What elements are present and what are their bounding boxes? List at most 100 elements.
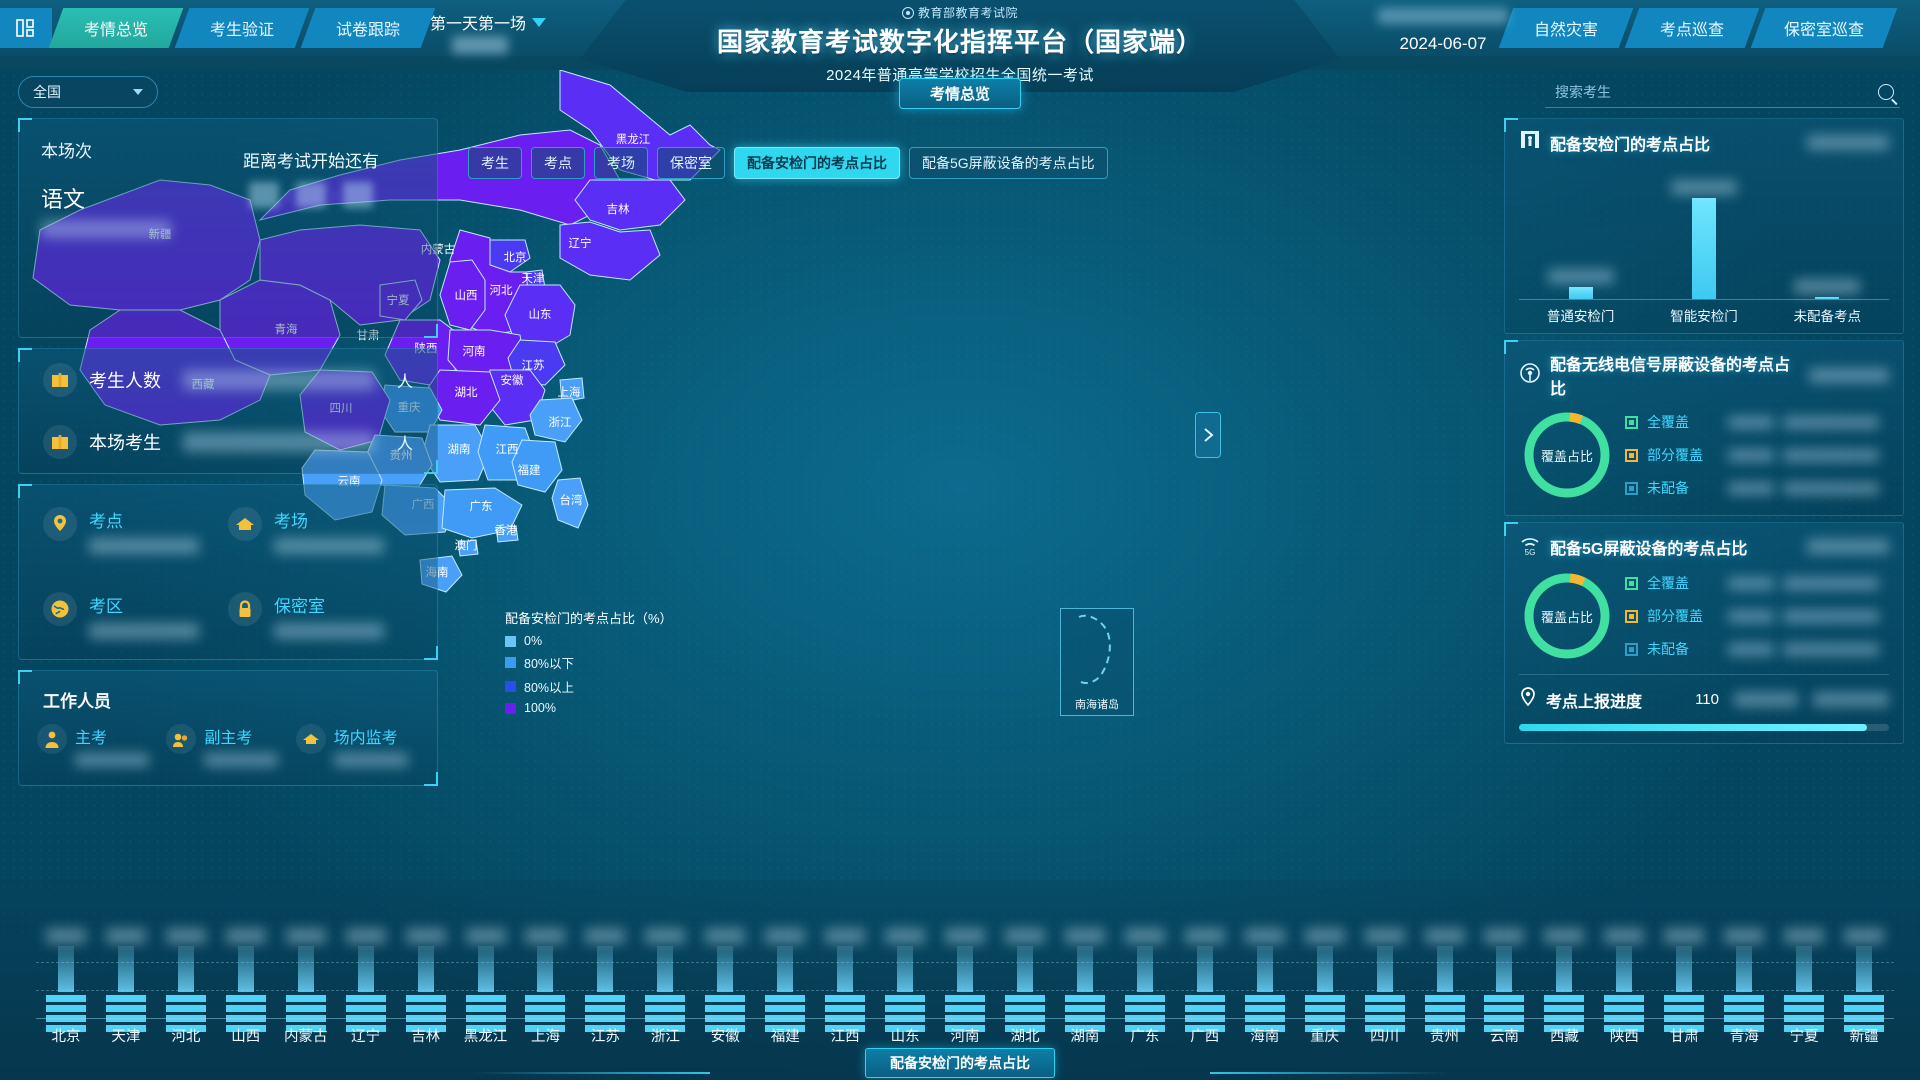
legend-swatch (505, 657, 516, 668)
facility-exam-district[interactable]: 考区 (43, 592, 228, 639)
map-province-label: 福建 (518, 463, 541, 477)
bar-segment (225, 995, 266, 1002)
map-next-arrow-button[interactable] (1195, 412, 1221, 458)
province-bar[interactable] (1355, 892, 1415, 1032)
legend-label: 80%以上 (524, 681, 575, 695)
facilities-grid: 考点 考场 考区 保密室 (19, 485, 437, 659)
shield-5g-total-redacted (1807, 539, 1889, 554)
province-bar[interactable] (1534, 892, 1594, 1032)
bar-stem (1556, 946, 1573, 992)
region-filter-select[interactable]: 全国 (18, 76, 158, 108)
staff-chief-examiner[interactable]: 主考 (37, 724, 160, 767)
facility-exam-room[interactable]: 考场 (228, 507, 413, 554)
nav-tab-paper-tracking[interactable]: 试卷跟踪 (300, 8, 436, 48)
province-bar[interactable] (1834, 892, 1894, 1032)
map-tab-exam-rooms[interactable]: 考场 (594, 147, 648, 179)
nav-tab-site-inspection[interactable]: 考点巡查 (1624, 8, 1760, 48)
legend-value-redacted (1728, 415, 1774, 429)
province-bar[interactable] (96, 892, 156, 1032)
map-province-label: 河北 (490, 284, 513, 297)
map-province-label: 湖南 (448, 442, 471, 456)
province-bar[interactable] (336, 892, 396, 1032)
nav-tab-confidential-inspection[interactable]: 保密室巡查 (1750, 8, 1898, 48)
bar-segment (885, 995, 926, 1002)
bar-value-redacted (645, 928, 686, 944)
right-panel: 配备安检门的考点占比 普通安检门 智能安检门 未配备考点 配备无线电信号屏蔽设备… (1504, 118, 1904, 750)
facility-exam-site[interactable]: 考点 (43, 507, 228, 554)
left-panel: 本场次 语文 距离考试开始还有 :: 考生人数 人 本场考生 人 (18, 118, 438, 786)
map-province-label: 澳门 (455, 538, 478, 552)
bar-value-redacted (1604, 928, 1645, 944)
province-bar[interactable] (1714, 892, 1774, 1032)
nav-tab-verification[interactable]: 考生验证 (174, 8, 310, 48)
map-tab-confidential-rooms[interactable]: 保密室 (657, 147, 725, 179)
province-bar[interactable] (1175, 892, 1235, 1032)
province-bar[interactable] (755, 892, 815, 1032)
legend-swatch (1625, 481, 1638, 495)
grid-icon[interactable] (0, 8, 52, 48)
report-progress-pct-redacted (1813, 692, 1889, 707)
legend-label: 全覆盖 (1647, 414, 1689, 430)
province-bar[interactable] (995, 892, 1055, 1032)
shield-5g-legend: 全覆盖 部分覆盖 未配备 (1625, 573, 1879, 659)
province-bar[interactable] (396, 892, 456, 1032)
province-bar[interactable] (516, 892, 576, 1032)
map-tab-exam-sites[interactable]: 考点 (531, 147, 585, 179)
search-candidate-box[interactable]: 搜索考生 (1545, 76, 1900, 108)
search-icon[interactable] (1878, 83, 1894, 100)
radio-shield-title: 配备无线电信号屏蔽设备的考点占比 (1550, 357, 1791, 398)
province-x-label: 广西 (1190, 1029, 1220, 1045)
map-province-label: 安徽 (501, 373, 524, 387)
bar-value-redacted (105, 928, 146, 944)
bar-segment (1424, 1005, 1465, 1012)
bar-value-redacted (1544, 928, 1585, 944)
facility-confidential-room[interactable]: 保密室 (228, 592, 413, 639)
map-tab-security-gate-ratio[interactable]: 配备安检门的考点占比 (734, 147, 900, 179)
bar-segment (1604, 1025, 1645, 1032)
province-bar[interactable] (1295, 892, 1355, 1032)
staff-invigilator[interactable]: 场内监考 (295, 724, 419, 767)
province-bar[interactable] (1235, 892, 1295, 1032)
radio-shield-header: 配备无线电信号屏蔽设备的考点占比 (1519, 351, 1889, 399)
bar-segment (1064, 995, 1105, 1002)
shield-5g-donut-row: 覆盖占比 全覆盖 部分覆盖 未配备 (1519, 568, 1889, 668)
legend-label: 100% (524, 701, 556, 715)
province-bar[interactable] (1654, 892, 1714, 1032)
province-bar[interactable] (216, 892, 276, 1032)
bar-segment (1544, 995, 1585, 1002)
nav-tab-overview[interactable]: 考情总览 (48, 8, 184, 48)
session-selector[interactable]: 第一天第一场 (430, 10, 547, 34)
province-bar[interactable] (276, 892, 336, 1032)
province-bar[interactable] (575, 892, 635, 1032)
bar-segment (1304, 1025, 1345, 1032)
province-bar[interactable] (1774, 892, 1834, 1032)
province-bar[interactable] (156, 892, 216, 1032)
province-bar[interactable] (456, 892, 516, 1032)
province-bar[interactable] (1115, 892, 1175, 1032)
bar-value-redacted (405, 928, 446, 944)
province-bar[interactable] (1415, 892, 1475, 1032)
countdown-label: 距离考试开始还有 (243, 152, 379, 171)
province-bar[interactable] (1055, 892, 1115, 1032)
map-province-label: 吉林 (607, 202, 630, 216)
bar-segment (1124, 995, 1165, 1002)
province-bar[interactable] (1594, 892, 1654, 1032)
staff-deputy-examiner[interactable]: 副主考 (166, 724, 289, 767)
bar-segment (225, 1005, 266, 1012)
nav-tab-natural-disaster[interactable]: 自然灾害 (1498, 8, 1634, 48)
province-bar[interactable] (635, 892, 695, 1032)
province-bar[interactable] (875, 892, 935, 1032)
map-tab-candidates[interactable]: 考生 (468, 147, 522, 179)
bar-value-redacted (165, 928, 206, 944)
bar-stem (1016, 946, 1033, 992)
province-bar[interactable] (935, 892, 995, 1032)
province-bar[interactable] (1475, 892, 1535, 1032)
map-tab-5g-shield-ratio[interactable]: 配备5G屏蔽设备的考点占比 (909, 147, 1108, 179)
province-bar[interactable] (36, 892, 96, 1032)
south-china-sea-inset-label: 南海诸岛 (1075, 699, 1119, 711)
province-bar[interactable] (695, 892, 755, 1032)
bottom-chart-title-tab[interactable]: 配备安检门的考点占比 (865, 1048, 1055, 1078)
province-bar[interactable] (815, 892, 875, 1032)
report-progress-detail-redacted (1734, 692, 1798, 707)
bar (1691, 198, 1716, 299)
